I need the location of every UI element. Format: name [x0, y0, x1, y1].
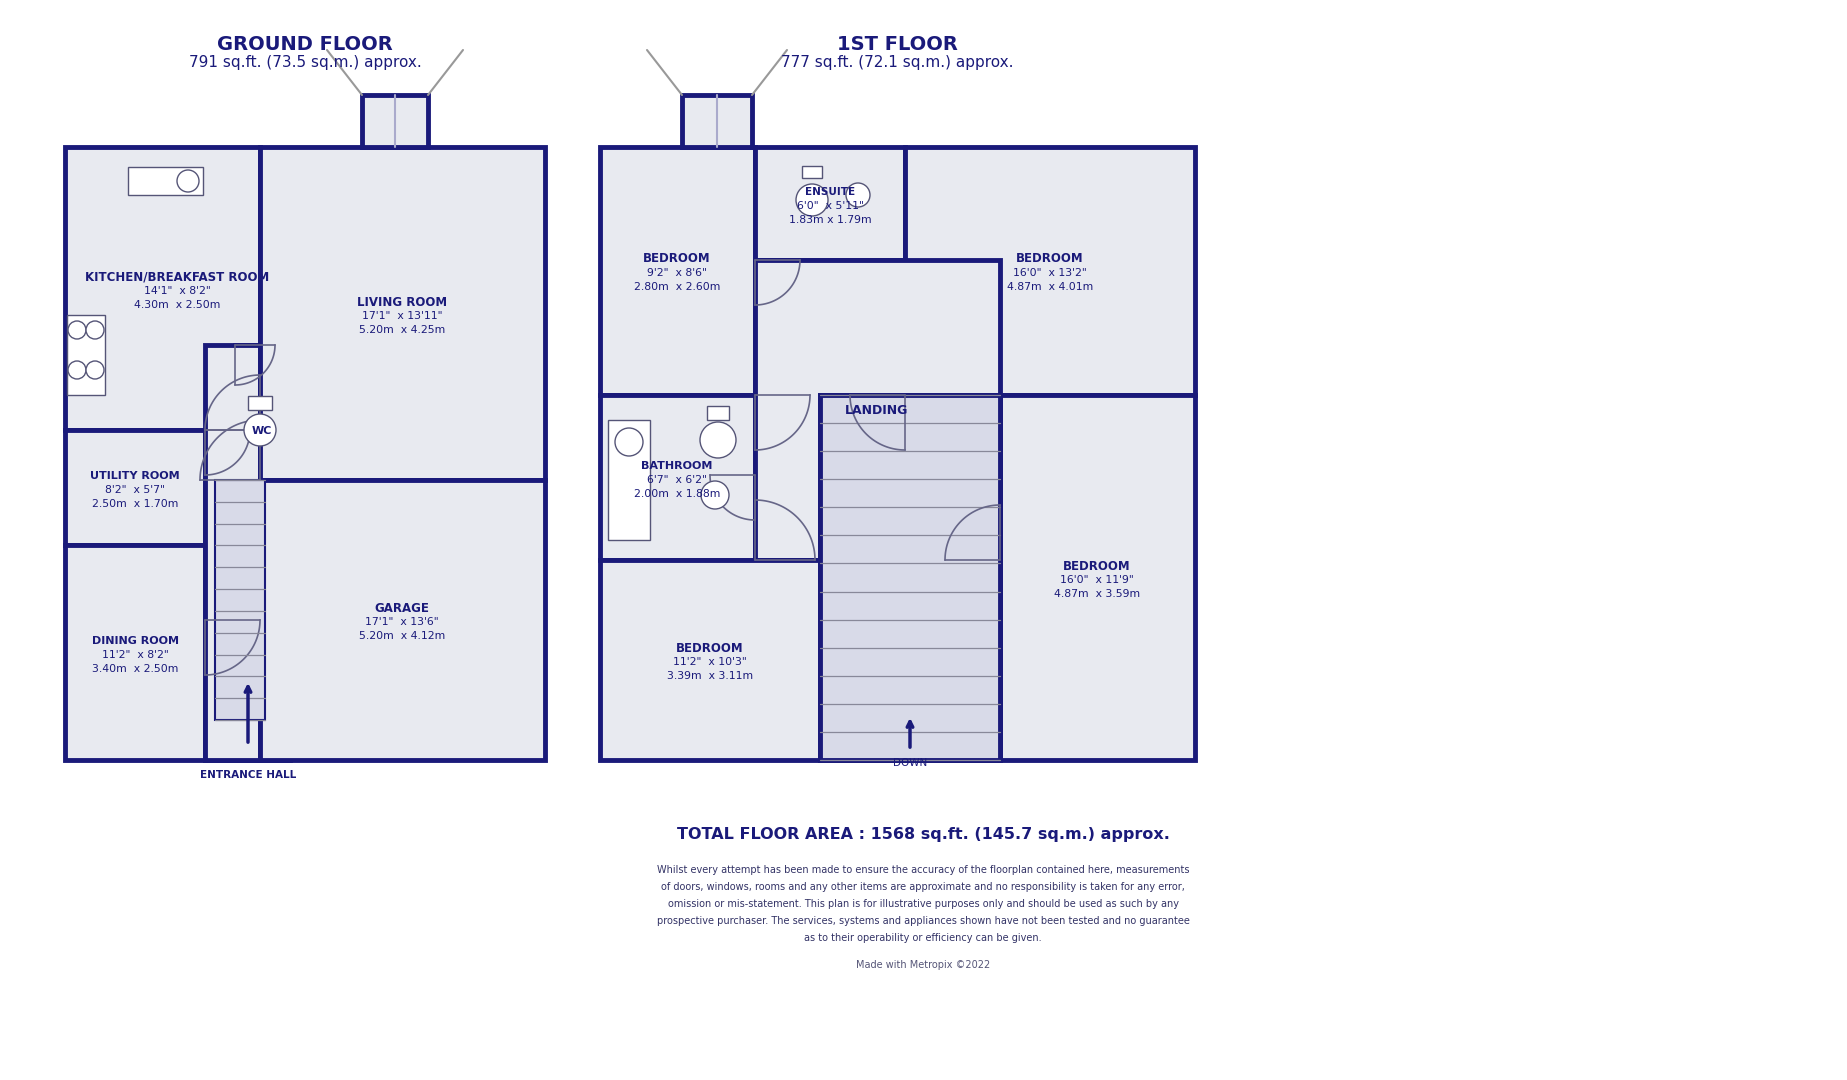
Text: Made with Metropix ©2022: Made with Metropix ©2022: [855, 960, 990, 970]
Text: 8'2"  x 5'7": 8'2" x 5'7": [105, 485, 164, 495]
Bar: [999, 395, 1195, 760]
Bar: [66, 315, 105, 395]
Text: 11'2"  x 8'2": 11'2" x 8'2": [102, 650, 168, 660]
Text: 17'1"  x 13'11": 17'1" x 13'11": [362, 311, 441, 321]
Text: KITCHEN/BREAKFAST ROOM: KITCHEN/BREAKFAST ROOM: [85, 270, 270, 283]
Circle shape: [68, 361, 87, 379]
Bar: [362, 95, 429, 147]
Text: of doors, windows, rooms and any other items are approximate and no responsibili: of doors, windows, rooms and any other i…: [661, 882, 1186, 892]
Circle shape: [796, 184, 827, 216]
Bar: [65, 430, 205, 545]
Circle shape: [177, 170, 199, 192]
Bar: [820, 395, 999, 760]
Bar: [127, 167, 203, 195]
Bar: [707, 406, 730, 420]
Text: 5.20m  x 4.12m: 5.20m x 4.12m: [358, 631, 445, 642]
Text: BATHROOM: BATHROOM: [641, 461, 713, 471]
Text: WC: WC: [251, 426, 272, 436]
Bar: [247, 396, 272, 410]
Text: GARAGE: GARAGE: [375, 602, 430, 615]
Bar: [214, 480, 264, 720]
Text: 5.20m  x 4.25m: 5.20m x 4.25m: [358, 325, 445, 335]
Text: 4.87m  x 3.59m: 4.87m x 3.59m: [1055, 589, 1140, 599]
Text: 16'0"  x 11'9": 16'0" x 11'9": [1060, 575, 1134, 585]
Bar: [235, 345, 290, 480]
Text: BEDROOM: BEDROOM: [1016, 253, 1084, 266]
Bar: [905, 147, 1195, 395]
Text: 14'1"  x 8'2": 14'1" x 8'2": [144, 286, 211, 296]
Text: 6'0"  x 5'11": 6'0" x 5'11": [796, 201, 863, 211]
Bar: [600, 395, 755, 561]
Circle shape: [846, 183, 870, 207]
Text: 3.40m  x 2.50m: 3.40m x 2.50m: [92, 664, 177, 674]
Text: 9'2"  x 8'6": 9'2" x 8'6": [646, 268, 707, 278]
Text: omission or mis-statement. This plan is for illustrative purposes only and shoul: omission or mis-statement. This plan is …: [667, 899, 1178, 909]
Text: 2.50m  x 1.70m: 2.50m x 1.70m: [92, 499, 177, 509]
Text: BEDROOM: BEDROOM: [1064, 559, 1130, 572]
Bar: [600, 561, 820, 760]
Circle shape: [615, 428, 643, 456]
Text: LANDING: LANDING: [846, 404, 909, 417]
Text: 16'0"  x 13'2": 16'0" x 13'2": [1014, 268, 1086, 278]
Text: 2.80m  x 2.60m: 2.80m x 2.60m: [634, 282, 720, 292]
Text: 11'2"  x 10'3": 11'2" x 10'3": [672, 657, 746, 667]
Text: ENSUITE: ENSUITE: [805, 187, 855, 197]
Text: ENTRANCE HALL: ENTRANCE HALL: [199, 770, 296, 780]
Bar: [65, 545, 205, 760]
Text: 17'1"  x 13'6": 17'1" x 13'6": [366, 617, 440, 627]
Circle shape: [68, 321, 87, 339]
Bar: [205, 345, 260, 760]
Bar: [755, 147, 905, 260]
Text: 1.83m x 1.79m: 1.83m x 1.79m: [789, 215, 872, 225]
Text: 3.39m  x 3.11m: 3.39m x 3.11m: [667, 671, 754, 681]
Text: Whilst every attempt has been made to ensure the accuracy of the floorplan conta: Whilst every attempt has been made to en…: [658, 865, 1189, 875]
Bar: [65, 147, 260, 430]
Bar: [802, 166, 822, 178]
Circle shape: [87, 321, 103, 339]
Text: 2.00m  x 1.88m: 2.00m x 1.88m: [634, 489, 720, 499]
Text: UTILITY ROOM: UTILITY ROOM: [91, 471, 179, 481]
Text: 1ST FLOOR: 1ST FLOOR: [837, 35, 957, 54]
Text: 4.30m  x 2.50m: 4.30m x 2.50m: [133, 300, 220, 310]
Text: BEDROOM: BEDROOM: [676, 642, 744, 654]
Text: GROUND FLOOR: GROUND FLOOR: [218, 35, 393, 54]
Text: 6'7"  x 6'2": 6'7" x 6'2": [646, 475, 707, 485]
Text: DINING ROOM: DINING ROOM: [92, 636, 179, 646]
Circle shape: [700, 422, 735, 458]
Bar: [205, 625, 290, 760]
Bar: [260, 480, 545, 760]
Text: 777 sq.ft. (72.1 sq.m.) approx.: 777 sq.ft. (72.1 sq.m.) approx.: [781, 55, 1014, 70]
Bar: [600, 147, 755, 395]
Text: 791 sq.ft. (73.5 sq.m.) approx.: 791 sq.ft. (73.5 sq.m.) approx.: [188, 55, 421, 70]
Text: DOWN: DOWN: [892, 758, 927, 768]
Text: as to their operability or efficiency can be given.: as to their operability or efficiency ca…: [803, 933, 1042, 943]
Circle shape: [244, 414, 275, 446]
Text: TOTAL FLOOR AREA : 1568 sq.ft. (145.7 sq.m.) approx.: TOTAL FLOOR AREA : 1568 sq.ft. (145.7 sq…: [676, 827, 1169, 842]
Bar: [755, 260, 999, 561]
Bar: [260, 147, 545, 480]
Circle shape: [702, 481, 730, 509]
Circle shape: [87, 361, 103, 379]
Bar: [608, 420, 650, 540]
Text: prospective purchaser. The services, systems and appliances shown have not been : prospective purchaser. The services, sys…: [656, 916, 1189, 926]
Bar: [820, 395, 999, 760]
Text: LIVING ROOM: LIVING ROOM: [356, 296, 447, 309]
Text: BEDROOM: BEDROOM: [643, 253, 711, 266]
Bar: [682, 95, 752, 147]
Text: 4.87m  x 4.01m: 4.87m x 4.01m: [1007, 282, 1093, 292]
